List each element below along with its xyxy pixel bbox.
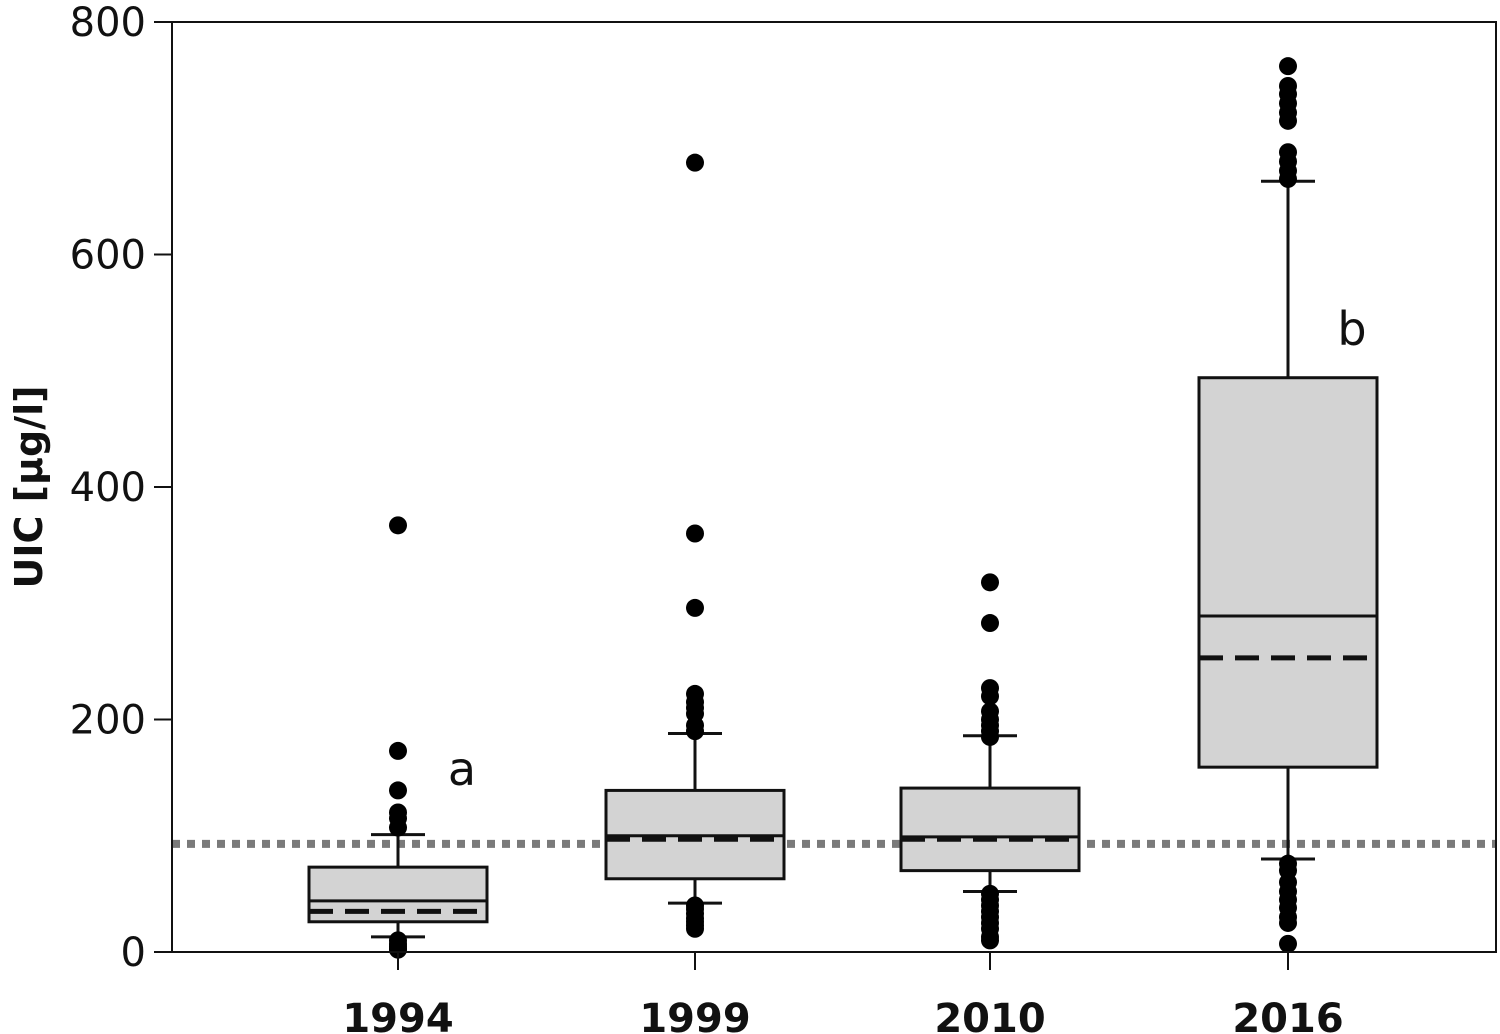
x-tick-label: 1999 bbox=[639, 996, 750, 1034]
iqr-box bbox=[1197, 376, 1379, 769]
significance-letter: b bbox=[1337, 302, 1366, 356]
outlier-point bbox=[686, 598, 704, 617]
box-group-2010 bbox=[899, 573, 1081, 950]
box-group-2016: b bbox=[1197, 57, 1379, 953]
outlier-point bbox=[686, 153, 704, 172]
x-tick-label: 2010 bbox=[934, 996, 1045, 1034]
outlier-point bbox=[1279, 934, 1297, 953]
box-group-1999 bbox=[604, 153, 786, 938]
y-tick-label: 200 bbox=[70, 698, 146, 744]
outlier-point bbox=[981, 614, 999, 633]
outlier-point bbox=[1279, 111, 1297, 130]
y-tick-label: 0 bbox=[121, 930, 146, 976]
x-tick-label: 1994 bbox=[342, 996, 453, 1034]
outlier-point bbox=[1279, 913, 1297, 932]
outlier-point bbox=[686, 722, 704, 741]
outlier-point bbox=[981, 573, 999, 592]
outlier-point bbox=[389, 940, 407, 959]
y-tick-label: 600 bbox=[70, 233, 146, 279]
iqr-box bbox=[899, 786, 1081, 873]
outlier-point bbox=[981, 727, 999, 746]
y-axis-title: UIC [µg/l] bbox=[7, 386, 51, 589]
y-tick-label: 800 bbox=[70, 0, 146, 46]
outlier-point bbox=[981, 931, 999, 950]
y-tick-label: 400 bbox=[70, 465, 146, 511]
outlier-point bbox=[389, 516, 407, 535]
outlier-point bbox=[981, 687, 999, 706]
x-tick-label: 2016 bbox=[1232, 996, 1343, 1034]
outlier-point bbox=[1279, 169, 1297, 188]
outlier-point bbox=[1279, 57, 1297, 76]
outlier-point bbox=[686, 524, 704, 543]
outlier-point bbox=[389, 781, 407, 800]
significance-letter: a bbox=[448, 742, 476, 796]
box-group-1994: a bbox=[307, 516, 489, 959]
outlier-point bbox=[389, 818, 407, 837]
outlier-point bbox=[389, 741, 407, 760]
outlier-point bbox=[686, 919, 704, 938]
